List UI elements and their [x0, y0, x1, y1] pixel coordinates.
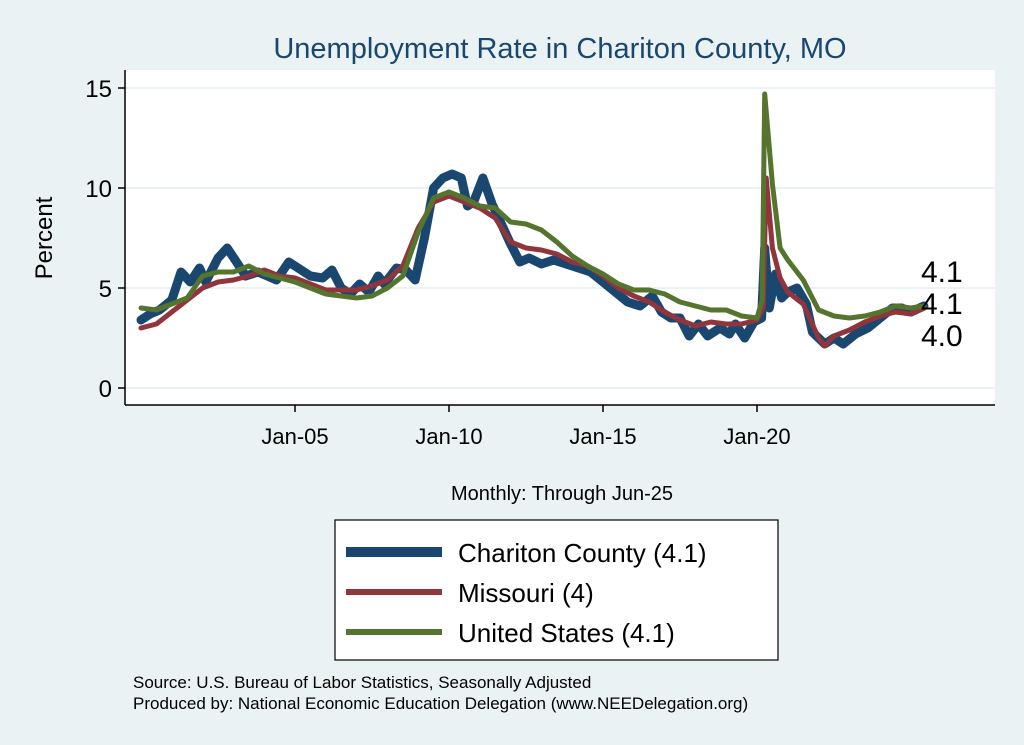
produced-by-note: Produced by: National Economic Education… — [133, 694, 748, 713]
series-line-2 — [138, 91, 927, 321]
plot-area — [125, 70, 995, 405]
end-label-0: 4.1 — [921, 288, 963, 321]
x-tick-label: Jan-15 — [569, 424, 636, 449]
legend-label-1: Missouri (4) — [458, 578, 594, 608]
legend-label-0: Chariton County (4.1) — [458, 538, 707, 568]
y-tick-label: 5 — [99, 276, 112, 303]
end-label-1: 4.0 — [921, 320, 963, 353]
source-note: Source: U.S. Bureau of Labor Statistics,… — [133, 673, 591, 692]
x-tick-label: Jan-05 — [261, 424, 328, 449]
y-tick-label: 10 — [85, 176, 112, 203]
end-label-2: 4.1 — [921, 256, 963, 289]
y-tick-label: 0 — [99, 376, 112, 403]
x-tick-label: Jan-20 — [723, 424, 790, 449]
x-tick-label: Jan-10 — [415, 424, 482, 449]
legend: Chariton County (4.1) Missouri (4) United … — [334, 519, 779, 661]
y-axis-label: Percent — [31, 196, 58, 279]
x-axis-label: Monthly: Through Jun-25 — [451, 483, 673, 505]
y-tick-label: 15 — [85, 76, 112, 103]
legend-label-2: United States (4.1) — [458, 618, 675, 648]
chart-title: Unemployment Rate in Chariton County, MO — [273, 33, 846, 65]
